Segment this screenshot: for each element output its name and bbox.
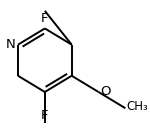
Text: F: F xyxy=(41,109,49,122)
Text: O: O xyxy=(100,85,110,99)
Text: N: N xyxy=(6,38,15,51)
Text: CH₃: CH₃ xyxy=(127,100,148,113)
Text: F: F xyxy=(41,12,49,25)
